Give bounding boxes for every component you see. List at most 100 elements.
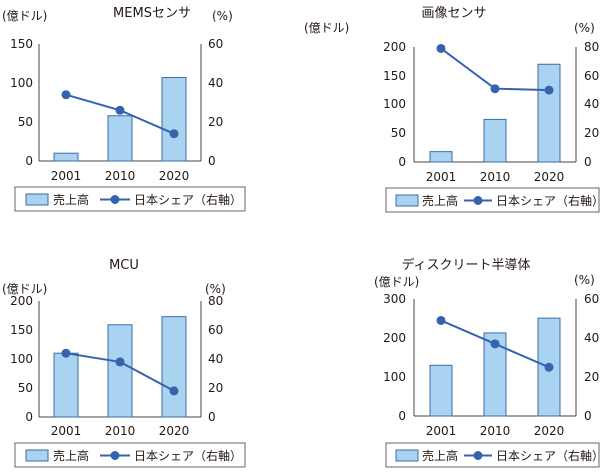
right-tick-label: 40: [584, 97, 599, 111]
left-tick-label: 100: [10, 352, 33, 366]
share-point-2010: [490, 339, 500, 349]
chart-svg: MEMSセンサ (億ドル) (%) 0 50 100 150 0 20 40 6…: [2, 6, 246, 212]
right-tick-label: 40: [584, 331, 599, 345]
left-tick-label: 0: [398, 155, 406, 169]
legend-line-label: 日本シェア（右軸）: [496, 193, 604, 208]
x-tick-label: 2010: [105, 424, 136, 438]
x-tick-label: 2020: [159, 424, 190, 438]
left-axis-unit: (億ドル): [2, 9, 47, 23]
share-point-2001: [61, 90, 71, 100]
x-tick-label: 2020: [159, 169, 190, 183]
legend-bar-label: 売上高: [422, 193, 458, 208]
legend-box: [385, 187, 600, 213]
right-tick-label: 60: [584, 292, 599, 306]
left-tick-label: 0: [25, 410, 33, 424]
legend-bar-swatch: [395, 194, 419, 207]
left-axis-unit: (億ドル): [374, 275, 419, 289]
right-tick-label: 40: [208, 352, 223, 366]
share-point-2020: [169, 129, 179, 139]
x-tick-label: 2001: [426, 170, 457, 184]
legend-bar-label: 売上高: [53, 448, 89, 463]
left-tick-label: 150: [10, 323, 33, 337]
bar-2020: [537, 63, 561, 163]
right-tick-label: 60: [584, 69, 599, 83]
right-tick-label: 20: [584, 370, 599, 384]
x-tick-label: 2010: [105, 169, 136, 183]
left-tick-label: 150: [10, 37, 33, 51]
left-tick-label: 100: [383, 97, 406, 111]
legend-line-marker: [110, 195, 120, 204]
bar-2010: [483, 332, 507, 417]
legend-line-label: 日本シェア（右軸）: [134, 448, 242, 463]
share-point-2001: [436, 315, 446, 325]
chart-panel-mcu: MCU (億ドル) (%) 0 50 100 150 200 0 20 40 6…: [0, 236, 302, 472]
left-tick-label: 100: [383, 370, 406, 384]
left-tick-label: 0: [25, 154, 33, 168]
share-point-2020: [544, 362, 554, 372]
chart-title: 画像センサ: [421, 6, 486, 21]
right-tick-label: 0: [584, 155, 592, 169]
bar-2020: [161, 77, 187, 162]
right-tick-label: 0: [208, 154, 216, 168]
chart-title: MCU: [109, 258, 139, 273]
right-tick-label: 60: [208, 323, 223, 337]
right-axis-unit: (%): [574, 21, 595, 35]
right-tick-label: 20: [208, 381, 223, 395]
right-tick-label: 80: [584, 40, 599, 54]
x-tick-label: 2001: [426, 424, 457, 438]
left-tick-label: 200: [10, 294, 33, 308]
x-tick-label: 2010: [480, 424, 511, 438]
legend-line-label: 日本シェア（右軸）: [496, 448, 604, 463]
chart-svg: ディスクリート半導体 (億ドル) (%) 0 100 200 300 0 20 …: [374, 257, 604, 468]
share-line: [440, 47, 550, 92]
share-point-2001: [436, 43, 446, 53]
chart-panel-discrete: ディスクリート半導体 (億ドル) (%) 0 100 200 300 0 20 …: [302, 236, 604, 472]
share-point-2020: [169, 386, 179, 396]
x-tick-label: 2020: [534, 170, 565, 184]
left-tick-label: 200: [383, 40, 406, 54]
left-tick-label: 50: [18, 115, 33, 129]
left-axis-unit: (億ドル): [304, 21, 349, 35]
bar-2010: [483, 118, 507, 163]
right-tick-label: 40: [208, 76, 223, 90]
bar-2020: [161, 316, 187, 418]
left-axis-unit: (億ドル): [2, 282, 47, 296]
right-axis-unit: (%): [574, 273, 595, 287]
legend-bar-label: 売上高: [53, 192, 89, 207]
chart-svg: MCU (億ドル) (%) 0 50 100 150 200 0 20 40 6…: [2, 258, 246, 468]
chart-panel-mems: MEMSセンサ (億ドル) (%) 0 50 100 150 0 20 40 6…: [0, 0, 302, 236]
legend-line-marker: [473, 196, 483, 205]
bar-2010: [107, 115, 133, 162]
legend-box: [385, 442, 600, 468]
share-point-2010: [115, 105, 125, 115]
legend-bar-swatch: [395, 449, 419, 462]
right-tick-label: 20: [584, 126, 599, 140]
share-point-2020: [544, 85, 554, 95]
legend-bar-swatch: [25, 449, 49, 462]
right-tick-label: 0: [208, 410, 216, 424]
left-tick-label: 50: [391, 126, 406, 140]
share-point-2001: [61, 348, 71, 358]
x-tick-label: 2001: [51, 424, 82, 438]
left-tick-label: 50: [18, 381, 33, 395]
legend-bar-swatch: [25, 193, 49, 206]
bar-2001: [53, 352, 79, 418]
chart-title: MEMSセンサ: [113, 6, 191, 21]
right-tick-label: 20: [208, 115, 223, 129]
bar-2001: [53, 152, 79, 162]
chart-title: ディスクリート半導体: [401, 257, 530, 273]
left-tick-label: 200: [383, 331, 406, 345]
share-point-2010: [115, 357, 125, 367]
left-tick-label: 0: [398, 409, 406, 423]
x-tick-label: 2001: [51, 169, 82, 183]
left-tick-label: 100: [10, 76, 33, 90]
share-point-2010: [490, 84, 500, 94]
chart-svg: 画像センサ (億ドル) (%) 0 50 100 150 200 0 20 40…: [304, 6, 604, 213]
right-axis-unit: (%): [205, 282, 226, 296]
bar-2001: [429, 151, 453, 163]
right-tick-label: 60: [208, 37, 223, 51]
bar-2010: [107, 324, 133, 418]
right-tick-label: 80: [208, 294, 223, 308]
left-tick-label: 300: [383, 292, 406, 306]
